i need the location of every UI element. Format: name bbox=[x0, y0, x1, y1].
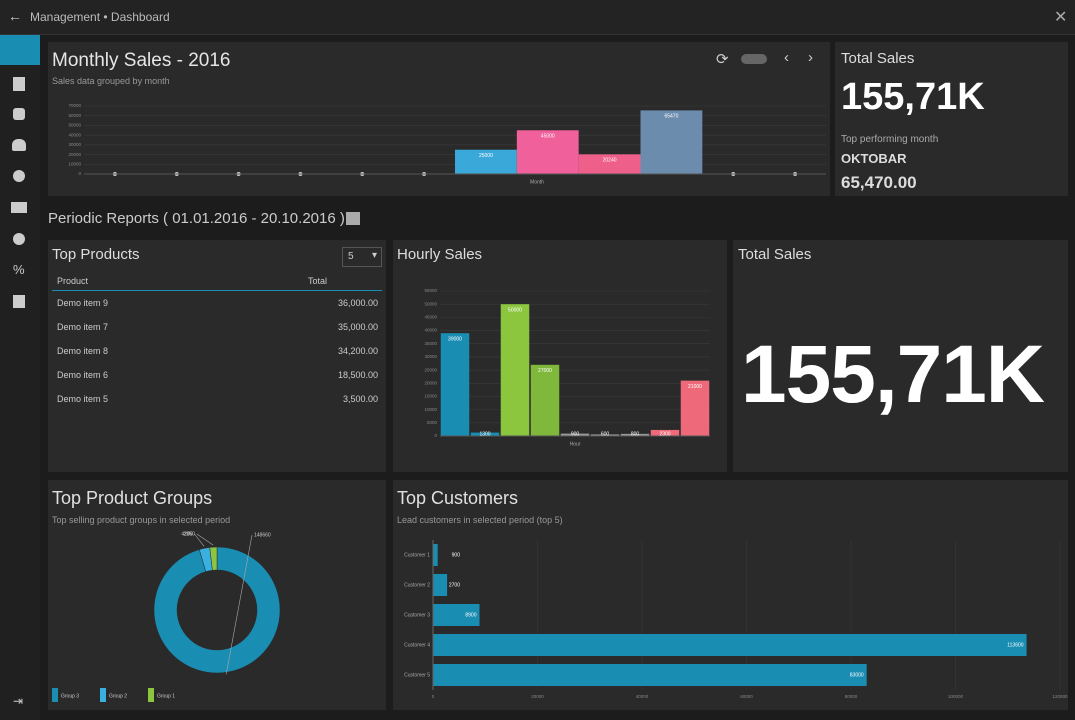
nav-dashboard[interactable] bbox=[0, 35, 40, 65]
sidebar: % ⇥ bbox=[0, 35, 40, 720]
column-header: Product bbox=[57, 276, 89, 286]
card-title: Total Sales bbox=[841, 50, 915, 67]
toggle[interactable] bbox=[741, 54, 767, 64]
card-value: 155,71K bbox=[841, 76, 985, 118]
nav-documents[interactable] bbox=[13, 77, 25, 91]
total-sales-big-panel: Total Sales 155,71K bbox=[733, 240, 1068, 472]
next-button[interactable]: › bbox=[808, 49, 813, 66]
row-total: 3,500.00 bbox=[342, 394, 378, 404]
nav-expand[interactable]: ⇥ bbox=[13, 694, 24, 708]
monthly-sales-panel: Monthly Sales - 2016 Sales data grouped … bbox=[48, 42, 830, 196]
column-header: Total bbox=[308, 276, 328, 286]
close-button[interactable]: ✕ bbox=[1054, 9, 1068, 26]
top-customers-panel: Top Customers Lead customers in selected… bbox=[393, 480, 1068, 710]
panel-title: Monthly Sales - 2016 bbox=[52, 50, 231, 71]
panel-title: Top Products bbox=[52, 246, 140, 263]
panel-title: Top Product Groups bbox=[52, 488, 213, 508]
big-value: 155,71K bbox=[741, 329, 1045, 420]
nav-reports[interactable] bbox=[13, 295, 25, 308]
nav-payments[interactable] bbox=[11, 202, 27, 213]
panel-title: Total Sales bbox=[738, 246, 812, 263]
row-total: 18,500.00 bbox=[337, 370, 378, 380]
nav-tags[interactable] bbox=[13, 108, 25, 120]
nav-globe[interactable] bbox=[13, 233, 25, 245]
back-button[interactable]: ← bbox=[8, 8, 22, 24]
row-total: 34,200.00 bbox=[337, 346, 378, 356]
panel-subtitle: Sales data grouped by month bbox=[52, 76, 170, 86]
count-value: 5 bbox=[348, 251, 354, 262]
breadcrumb: Management • Dashboard bbox=[30, 10, 170, 24]
top-product-groups-panel: Top Product Groups Top selling product g… bbox=[48, 480, 386, 710]
panel-title: Hourly Sales bbox=[397, 246, 483, 263]
panel-title: Top Customers bbox=[397, 488, 519, 508]
count-select[interactable]: 5 ▾ bbox=[342, 247, 382, 267]
card-month: OKTOBAR bbox=[841, 151, 907, 166]
panel-subtitle: Lead customers in selected period (top 5… bbox=[397, 515, 563, 525]
total-sales-card: Total Sales 155,71K Top performing month… bbox=[835, 42, 1068, 196]
refresh-button[interactable]: ⟳ bbox=[716, 51, 729, 68]
header-rule bbox=[52, 290, 382, 291]
card-caption: Top performing month bbox=[841, 134, 939, 145]
row-total: 36,000.00 bbox=[337, 298, 378, 308]
row-product: Demo item 5 bbox=[57, 394, 109, 404]
row-total: 35,000.00 bbox=[337, 322, 378, 332]
nav-favorites[interactable] bbox=[13, 170, 25, 182]
nav-users[interactable] bbox=[12, 139, 26, 151]
nav-discounts[interactable]: % bbox=[13, 262, 25, 277]
calendar-button[interactable] bbox=[346, 212, 360, 225]
periodic-reports-title: Periodic Reports ( 01.01.2016 - 20.10.20… bbox=[48, 210, 345, 227]
row-product: Demo item 9 bbox=[57, 298, 109, 308]
top-products-panel: Top Products 5 ▾ Product Total Demo item … bbox=[48, 240, 386, 472]
card-month-value: 65,470.00 bbox=[841, 173, 917, 192]
header: ← Management • Dashboard ✕ bbox=[0, 0, 1075, 35]
row-product: Demo item 7 bbox=[57, 322, 109, 332]
row-product: Demo item 6 bbox=[57, 370, 109, 380]
row-product: Demo item 8 bbox=[57, 346, 109, 356]
prev-button[interactable]: ‹ bbox=[784, 49, 789, 66]
hourly-sales-panel: Hourly Sales bbox=[393, 240, 727, 472]
panel-subtitle: Top selling product groups in selected p… bbox=[52, 515, 231, 525]
